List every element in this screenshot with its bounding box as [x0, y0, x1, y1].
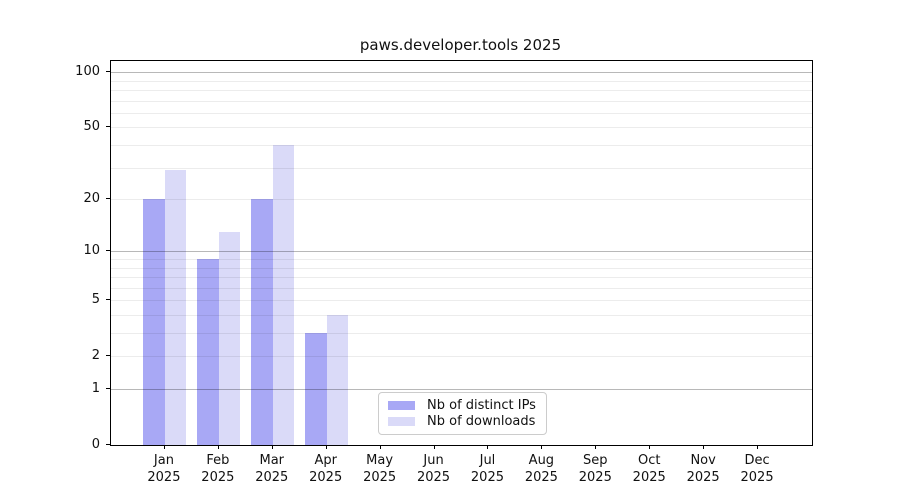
x-tick-label-may: May 2025 — [363, 453, 397, 485]
y-tick-label-2: 2 — [91, 348, 100, 364]
legend-item-downloads: Nb of downloads — [388, 414, 537, 429]
x-tick-may — [379, 445, 381, 449]
x-tick-label-dec: Dec 2025 — [740, 453, 774, 485]
x-tick-apr — [325, 445, 327, 449]
x-tick-label-mar: Mar 2025 — [255, 453, 289, 485]
y-tick-100 — [106, 71, 110, 73]
x-tick-label-oct: Oct 2025 — [632, 453, 666, 485]
bar-distinct-ips-jan — [143, 199, 165, 445]
legend-swatch-distinct-ips-icon — [388, 401, 415, 410]
x-tick-jun — [433, 445, 435, 449]
plot-area — [110, 60, 813, 446]
x-tick-jan — [163, 445, 165, 449]
y-tick-0 — [106, 444, 110, 445]
bar-distinct-ips-apr — [305, 333, 327, 445]
y-tick-20 — [106, 198, 110, 200]
y-tick-label-50: 50 — [83, 119, 100, 135]
x-tick-oct — [649, 445, 651, 449]
bar-downloads-apr — [326, 314, 349, 445]
legend: Nb of distinct IPs Nb of downloads — [378, 392, 547, 435]
x-tick-jul — [487, 445, 489, 449]
x-tick-label-sep: Sep 2025 — [578, 453, 612, 485]
legend-label-downloads: Nb of downloads — [427, 414, 536, 429]
y-tick-10 — [106, 250, 110, 252]
x-tick-mar — [271, 445, 273, 449]
x-tick-label-apr: Apr 2025 — [309, 453, 343, 485]
y-tick-5 — [106, 299, 110, 301]
y-tick-label-1: 1 — [91, 381, 100, 396]
x-tick-aug — [541, 445, 543, 449]
x-tick-nov — [703, 445, 705, 449]
x-tick-feb — [217, 445, 219, 449]
legend-label-distinct-ips: Nb of distinct IPs — [427, 398, 536, 413]
y-tick-label-100: 100 — [75, 64, 100, 80]
y-tick-label-0: 0 — [91, 437, 100, 452]
bar-downloads-jan — [164, 170, 187, 445]
y-tick-label-20: 20 — [83, 191, 100, 207]
chart-title: paws.developer.tools 2025 — [359, 36, 562, 54]
bar-distinct-ips-feb — [197, 258, 219, 445]
x-tick-label-nov: Nov 2025 — [686, 453, 720, 485]
bar-downloads-mar — [272, 145, 295, 445]
x-tick-sep — [595, 445, 597, 449]
y-tick-50 — [106, 126, 110, 128]
legend-swatch-downloads-icon — [388, 417, 415, 426]
y-tick-2 — [106, 355, 110, 357]
x-tick-label-jul: Jul 2025 — [470, 453, 504, 485]
y-tick-1 — [106, 388, 110, 389]
x-tick-label-aug: Aug 2025 — [524, 453, 558, 485]
x-tick-dec — [757, 445, 759, 449]
bar-distinct-ips-mar — [251, 199, 273, 445]
legend-item-distinct-ips: Nb of distinct IPs — [388, 398, 537, 413]
bar-downloads-feb — [218, 231, 241, 445]
y-tick-label-5: 5 — [91, 292, 100, 308]
x-tick-label-jan: Jan 2025 — [147, 453, 181, 485]
y-tick-label-10: 10 — [83, 243, 100, 259]
x-tick-label-jun: Jun 2025 — [416, 453, 451, 485]
bars-layer — [111, 61, 812, 445]
x-tick-label-feb: Feb 2025 — [201, 453, 235, 485]
